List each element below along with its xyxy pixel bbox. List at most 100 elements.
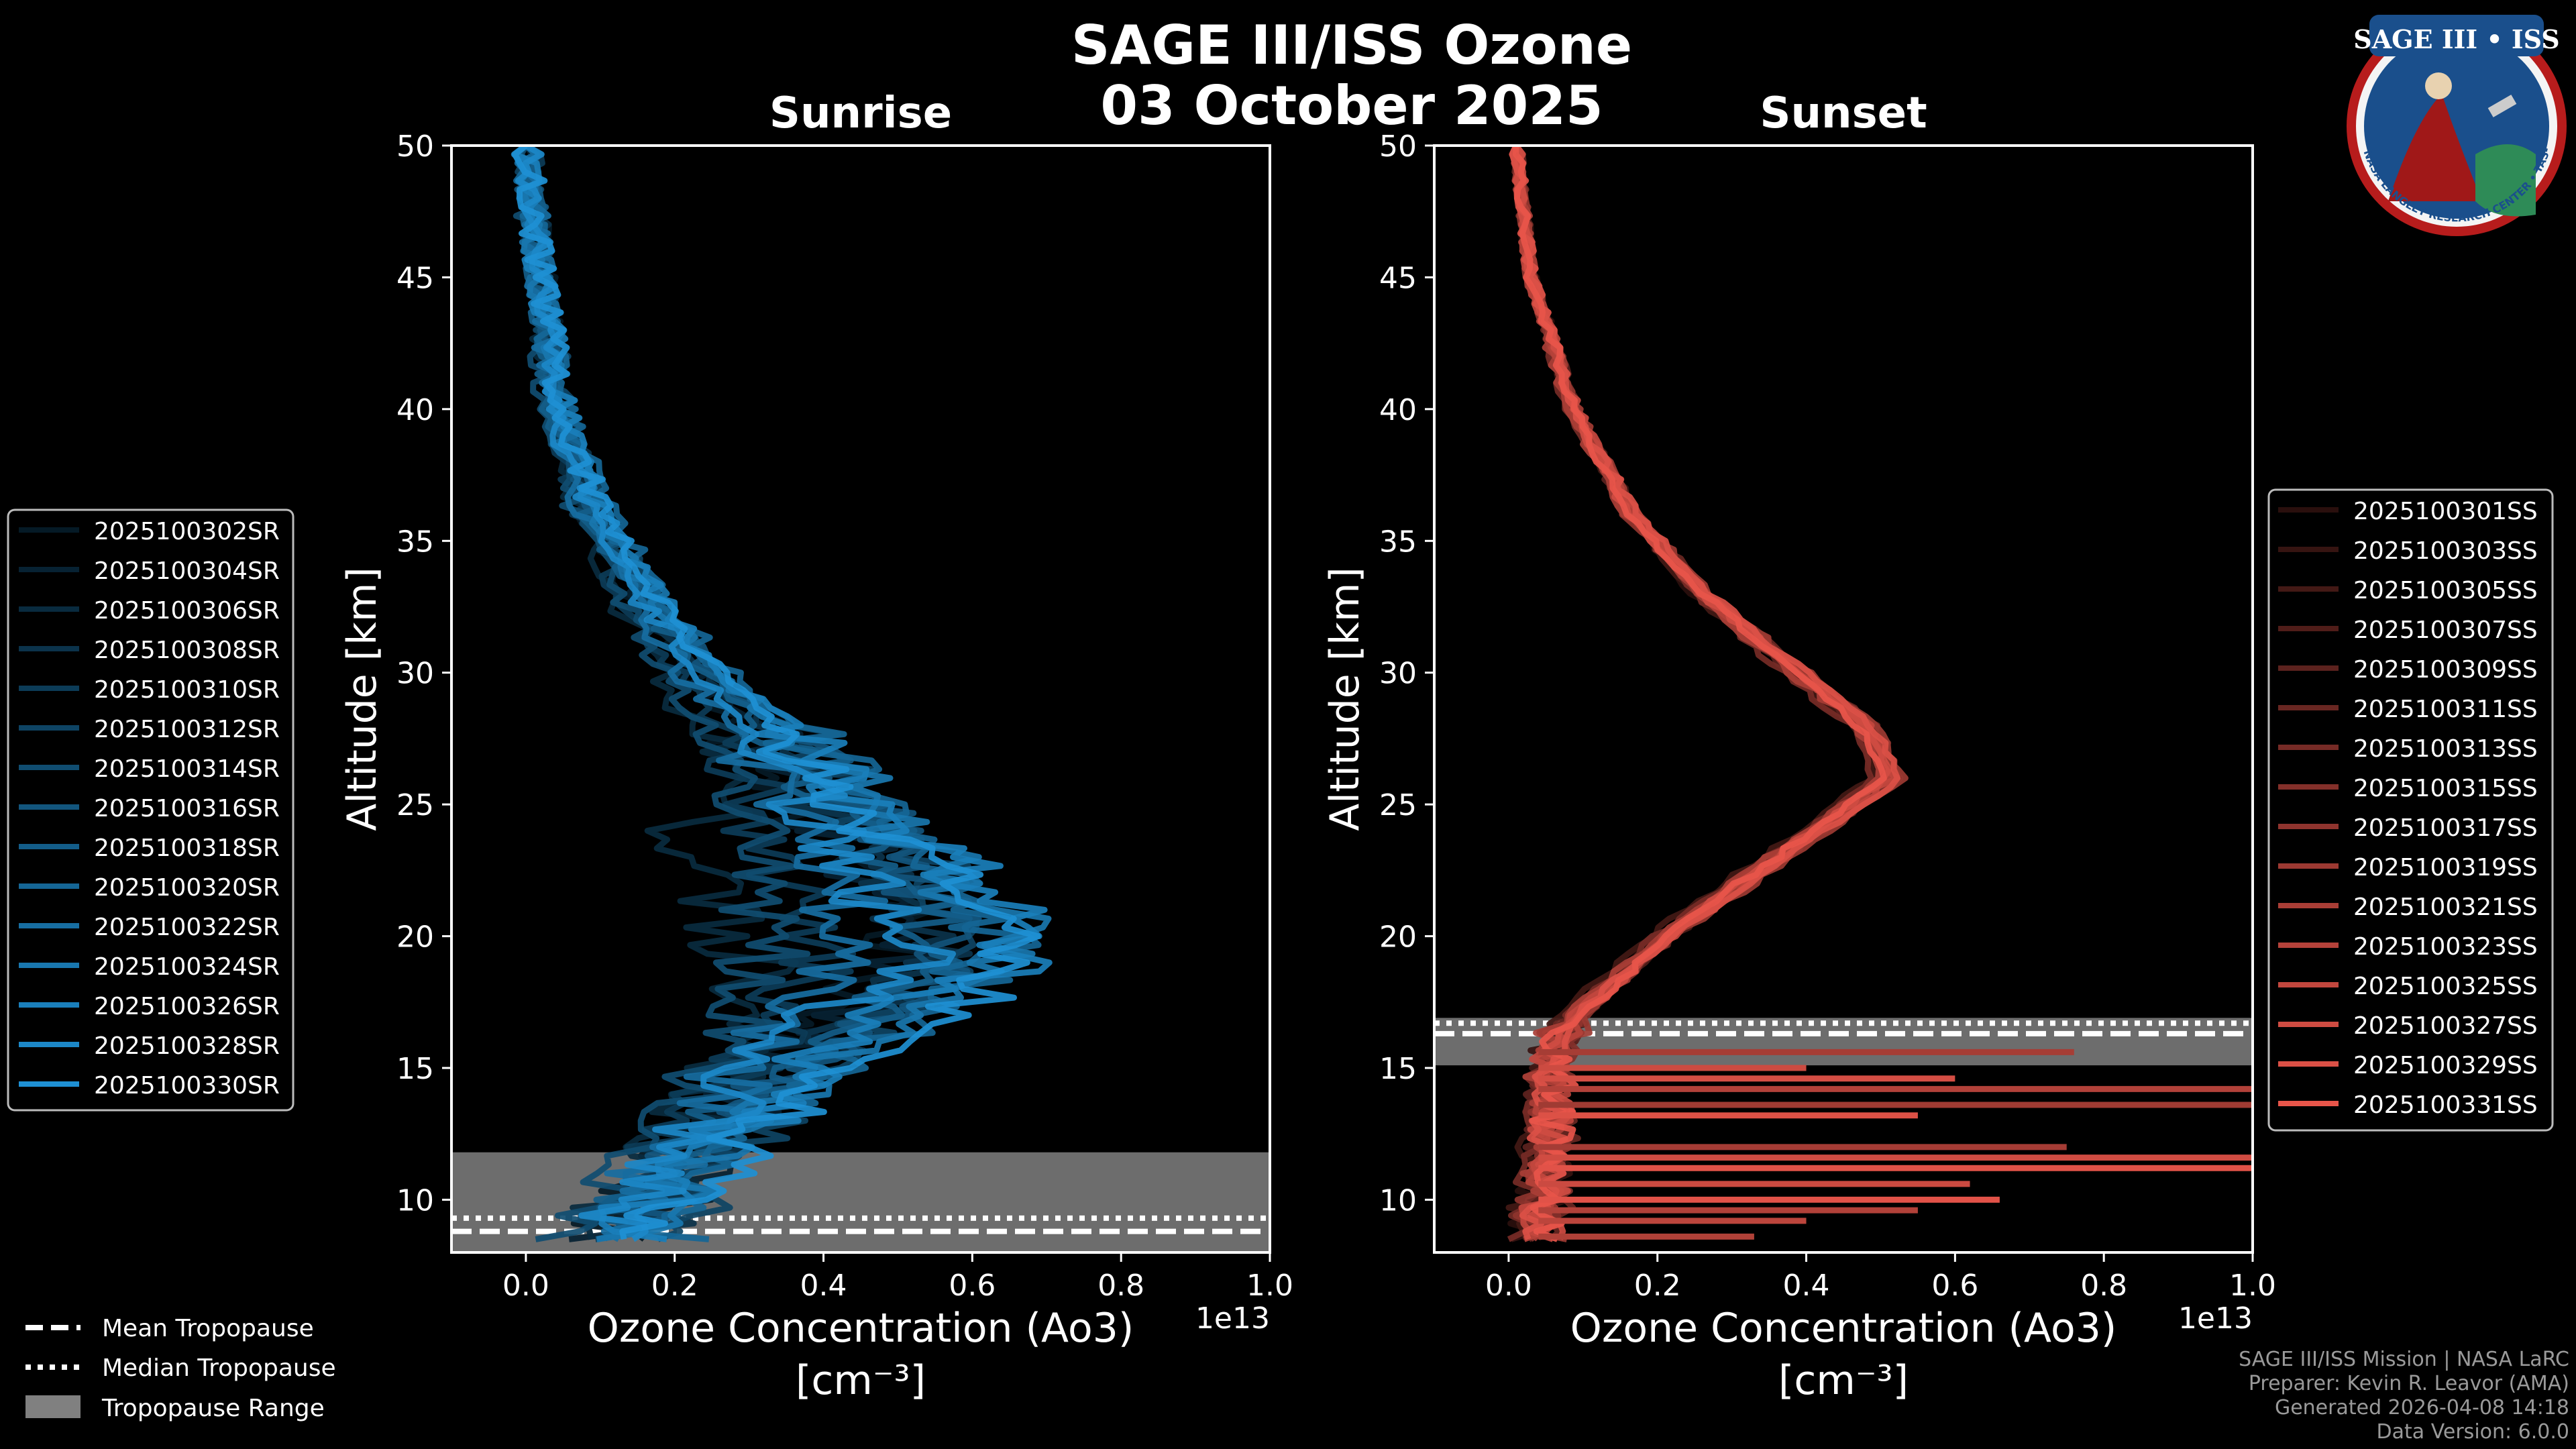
sunrise-legend-label: 2025100314SR	[94, 755, 280, 783]
sunset-ylabel: Altitude [km]	[1322, 567, 1368, 831]
sunrise-plot-frame	[450, 144, 1271, 1254]
sunrise-legend-label: 2025100320SR	[94, 874, 280, 902]
sunrise-ytick-label: 30	[396, 657, 434, 691]
sunrise-ticks: 0.0 0.2 0.4 0.6 0.8 1.0 10 15 20 25 30 35 40 45 50	[396, 129, 1293, 1303]
sunset-xtick-label: 0.8	[2080, 1269, 2127, 1303]
tropopause-range-swatch	[25, 1395, 80, 1418]
sunrise-ytick-label: 50	[396, 129, 434, 164]
sunset-legend-label: 2025100331SS	[2353, 1091, 2538, 1119]
sunrise-legend-label: 2025100310SR	[94, 676, 280, 704]
sunset-legend-label: 2025100313SS	[2353, 735, 2538, 763]
logo-earth-land	[2475, 144, 2536, 217]
sunset-legend-label: 2025100309SS	[2353, 656, 2538, 684]
sunrise-panel: 0.0 0.2 0.4 0.6 0.8 1.0 10 15 20 25 30 35 40 45 50 Ozo…	[339, 129, 1293, 1404]
logo-text: SAGE III • ISS	[2353, 24, 2559, 54]
sunset-xlabel: Ozone Concentration (Ao3)	[1570, 1305, 2117, 1352]
sunset-xtick-label: 0.4	[1783, 1269, 1830, 1303]
credit-generated: Generated 2026-04-08 14:18	[2275, 1396, 2569, 1419]
logo-figure-head	[2425, 72, 2452, 99]
sunrise-ytick-label: 35	[396, 525, 434, 559]
sunset-legend-label: 2025100301SS	[2353, 498, 2538, 525]
sunset-legend-items: 2025100301SS 2025100303SS 2025100305SS 2025…	[2278, 498, 2538, 1119]
sunset-ticks: 0.0 0.2 0.4 0.6 0.8 1.0 10 15 20 25 30 35 40 45 50	[1379, 129, 2276, 1303]
sunrise-legend-label: 2025100322SR	[94, 914, 280, 941]
sunrise-panel-title: Sunrise	[769, 89, 952, 138]
sunrise-ytick-label: 40	[396, 393, 434, 427]
sunset-ytick-label: 10	[1379, 1183, 1417, 1218]
sunset-ytick-label: 45	[1379, 261, 1417, 295]
sunset-legend-label: 2025100303SS	[2353, 537, 2538, 565]
figure-date: 03 October 2025	[1100, 74, 1603, 137]
sunrise-legend-label: 2025100302SR	[94, 518, 280, 545]
sunrise-legend-label: 2025100328SR	[94, 1032, 280, 1060]
sunset-panel: 0.0 0.2 0.4 0.6 0.8 1.0 10 15 20 25 30 35 40 45 50 Ozo…	[1322, 129, 2276, 1404]
sunset-profiles	[1505, 146, 2253, 1242]
sunrise-legend-label: 2025100316SR	[94, 795, 280, 822]
sunrise-profile-2025100328SR	[515, 146, 957, 1242]
sunrise-ytick-label: 20	[396, 920, 434, 955]
sunset-legend-label: 2025100323SS	[2353, 933, 2538, 961]
sunset-legend-label: 2025100325SS	[2353, 973, 2538, 1000]
sunrise-x-offset: 1e13	[1195, 1301, 1270, 1336]
sunset-legend-label: 2025100305SS	[2353, 577, 2538, 604]
sunset-xtick-label: 0.0	[1485, 1269, 1532, 1303]
sunset-legend-label: 2025100321SS	[2353, 894, 2538, 921]
mean-tropopause-label: Mean Tropopause	[102, 1315, 314, 1342]
sunset-xtick-label: 0.2	[1634, 1269, 1681, 1303]
sunset-xlabel-units: [cm⁻³]	[1778, 1357, 1909, 1404]
sunset-legend-label: 2025100311SS	[2353, 696, 2538, 723]
sunset-plot-frame	[1433, 144, 2254, 1254]
sunrise-legend-label: 2025100318SR	[94, 835, 280, 862]
sunset-x-offset: 1e13	[2178, 1301, 2253, 1336]
sunrise-legend-items: 2025100302SR 2025100304SR 2025100306SR 2025…	[19, 518, 280, 1099]
sunset-ytick-label: 40	[1379, 393, 1417, 427]
sunrise-legend: 2025100302SR 2025100304SR 2025100306SR 2025…	[7, 508, 294, 1112]
sunset-ytick-label: 50	[1379, 129, 1417, 164]
credit-data-version: Data Version: 6.0.0	[2377, 1420, 2569, 1444]
sunset-legend: 2025100301SS 2025100303SS 2025100305SS 2025…	[2267, 488, 2554, 1132]
sunrise-ytick-label: 10	[396, 1183, 434, 1218]
sunrise-legend-label: 2025100330SR	[94, 1072, 280, 1099]
sunset-legend-label: 2025100307SS	[2353, 616, 2538, 644]
tropopause-legend: Mean Tropopause Median Tropopause Tropop…	[25, 1315, 336, 1422]
logo-station-icon	[2487, 95, 2517, 117]
sunrise-ylabel: Altitude [km]	[339, 567, 386, 831]
sunrise-legend-box	[7, 508, 294, 1112]
sunset-ytick-label: 35	[1379, 525, 1417, 559]
sunset-xtick-label: 1.0	[2229, 1269, 2276, 1303]
sunset-panel-title: Sunset	[1760, 89, 1927, 138]
sunrise-legend-label: 2025100304SR	[94, 557, 280, 585]
sunrise-xtick-label: 0.2	[651, 1269, 698, 1303]
sunrise-ytick-label: 45	[396, 261, 434, 295]
logo-banner	[2369, 15, 2544, 56]
sunrise-xtick-label: 0.4	[800, 1269, 847, 1303]
tropopause-range-label: Tropopause Range	[101, 1395, 325, 1422]
sunset-ytick-label: 20	[1379, 920, 1417, 955]
credit-preparer: Preparer: Kevin R. Leavor (AMA)	[2249, 1372, 2569, 1395]
sunrise-legend-label: 2025100308SR	[94, 637, 280, 664]
sunset-profile-2025100331SS	[1513, 146, 1887, 1242]
logo-robe-figure	[2388, 94, 2482, 201]
sunrise-legend-label: 2025100324SR	[94, 953, 280, 981]
sunset-legend-label: 2025100319SS	[2353, 854, 2538, 881]
sunrise-legend-label: 2025100306SR	[94, 597, 280, 625]
sunset-legend-label: 2025100315SS	[2353, 775, 2538, 802]
sunrise-ytick-label: 15	[396, 1052, 434, 1086]
sunrise-plot-background	[451, 146, 1270, 1252]
sunset-legend-label: 2025100329SS	[2353, 1052, 2538, 1079]
sunset-legend-box	[2267, 488, 2554, 1132]
median-tropopause-label: Median Tropopause	[102, 1354, 336, 1382]
credit-mission: SAGE III/ISS Mission | NASA LaRC	[2239, 1348, 2569, 1371]
sunrise-ytick-label: 25	[396, 788, 434, 822]
sunrise-profile-2025100330SR	[512, 146, 1041, 1240]
sunset-ytick-label: 15	[1379, 1052, 1417, 1086]
sunset-legend-label: 2025100317SS	[2353, 814, 2538, 842]
sunset-ytick-label: 30	[1379, 657, 1417, 691]
credits: SAGE III/ISS Mission | NASA LaRC Prepare…	[2239, 1348, 2569, 1444]
figure-title: SAGE III/ISS Ozone	[1071, 14, 1632, 76]
sunrise-xlabel: Ozone Concentration (Ao3)	[588, 1305, 1134, 1352]
sunrise-profiles	[511, 146, 1053, 1242]
sunrise-legend-label: 2025100326SR	[94, 993, 280, 1020]
sunset-xtick-label: 0.6	[1931, 1269, 1978, 1303]
